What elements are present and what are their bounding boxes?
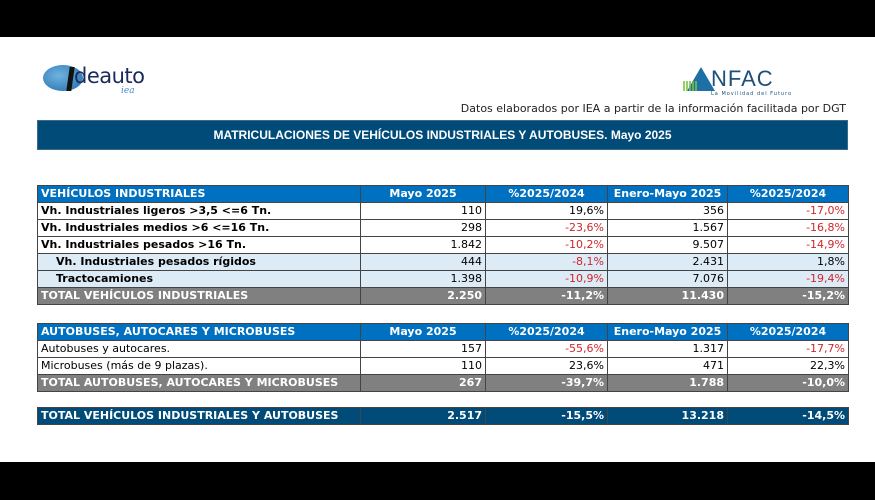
buses-table: AUTOBUSES, AUTOCARES Y MICROBUSES Mayo 2… <box>37 323 849 392</box>
total-month-value: 2.250 <box>360 287 486 305</box>
report-page: deauto iea NFAC La Movilidad del Futuro … <box>0 37 875 462</box>
ideauto-globe-icon <box>43 65 83 91</box>
row-label: Autobuses y autocares. <box>37 340 361 358</box>
ytd-pct: 1,8% <box>727 253 849 271</box>
col-header-ytd-pct: %2025/2024 <box>727 185 849 203</box>
month-value: 444 <box>360 253 486 271</box>
total-ytd-pct: -10,0% <box>727 374 849 392</box>
row-label: Vh. Industriales ligeros >3,5 <=6 Tn. <box>37 202 361 220</box>
month-pct: 23,6% <box>485 357 608 375</box>
table-header-row: AUTOBUSES, AUTOCARES Y MICROBUSES Mayo 2… <box>37 323 849 341</box>
ytd-value: 471 <box>607 357 728 375</box>
table-row: Autobuses y autocares. 157 -55,6% 1.317 … <box>37 340 849 358</box>
source-note: Datos elaborados por IEA a partir de la … <box>460 102 846 115</box>
ytd-pct: -16,8% <box>727 219 849 237</box>
table-row-sub: Tractocamiones 1.398 -10,9% 7.076 -19,4% <box>37 270 849 288</box>
ytd-value: 1.567 <box>607 219 728 237</box>
table-row: Vh. Industriales medios >6 <=16 Tn. 298 … <box>37 219 849 237</box>
month-value: 157 <box>360 340 486 358</box>
col-header-ytd: Enero-Mayo 2025 <box>607 323 728 341</box>
total-month-pct: -39,7% <box>485 374 608 392</box>
col-header-month: Mayo 2025 <box>360 323 486 341</box>
col-header-month: Mayo 2025 <box>360 185 486 203</box>
col-header-month-pct: %2025/2024 <box>485 323 608 341</box>
month-value: 1.398 <box>360 270 486 288</box>
anfac-tagline: La Movilidad del Futuro <box>711 91 793 97</box>
month-pct: -10,2% <box>485 236 608 254</box>
month-value: 298 <box>360 219 486 237</box>
ytd-pct: -17,7% <box>727 340 849 358</box>
ytd-value: 9.507 <box>607 236 728 254</box>
ideauto-sub: iea <box>121 86 135 96</box>
col-header-ytd: Enero-Mayo 2025 <box>607 185 728 203</box>
total-ytd-value: 1.788 <box>607 374 728 392</box>
ytd-pct: -14,9% <box>727 236 849 254</box>
ideauto-logo: deauto iea <box>43 63 173 97</box>
ytd-pct: -17,0% <box>727 202 849 220</box>
total-row: TOTAL VEHÍCULOS INDUSTRIALES 2.250 -11,2… <box>37 287 849 305</box>
total-label: TOTAL AUTOBUSES, AUTOCARES Y MICROBUSES <box>37 374 361 392</box>
table-header-row: VEHÍCULOS INDUSTRIALES Mayo 2025 %2025/2… <box>37 185 849 203</box>
ytd-value: 7.076 <box>607 270 728 288</box>
total-month-pct: -11,2% <box>485 287 608 305</box>
grand-total-month-value: 2.517 <box>360 407 486 425</box>
industrial-vehicles-table: VEHÍCULOS INDUSTRIALES Mayo 2025 %2025/2… <box>37 185 849 305</box>
anfac-dots-icon <box>683 81 697 91</box>
row-label: Microbuses (más de 9 plazas). <box>37 357 361 375</box>
ytd-pct: 22,3% <box>727 357 849 375</box>
table-row: Microbuses (más de 9 plazas). 110 23,6% … <box>37 357 849 375</box>
grand-total-table: TOTAL VEHÍCULOS INDUSTRIALES Y AUTOBUSES… <box>37 407 849 425</box>
total-ytd-value: 11.430 <box>607 287 728 305</box>
month-pct: -10,9% <box>485 270 608 288</box>
row-label: Vh. Industriales medios >6 <=16 Tn. <box>37 219 361 237</box>
month-pct: 19,6% <box>485 202 608 220</box>
month-value: 1.842 <box>360 236 486 254</box>
anfac-logo: NFAC La Movilidad del Futuro <box>683 65 813 99</box>
total-ytd-pct: -15,2% <box>727 287 849 305</box>
grand-total-ytd-value: 13.218 <box>607 407 728 425</box>
month-pct: -23,6% <box>485 219 608 237</box>
total-month-value: 267 <box>360 374 486 392</box>
grand-total-ytd-pct: -14,5% <box>727 407 849 425</box>
month-pct: -8,1% <box>485 253 608 271</box>
table-row: Vh. Industriales pesados >16 Tn. 1.842 -… <box>37 236 849 254</box>
section-heading: AUTOBUSES, AUTOCARES Y MICROBUSES <box>37 323 361 341</box>
section-heading: VEHÍCULOS INDUSTRIALES <box>37 185 361 203</box>
row-label: Vh. Industriales pesados >16 Tn. <box>37 236 361 254</box>
ytd-value: 1.317 <box>607 340 728 358</box>
ytd-value: 2.431 <box>607 253 728 271</box>
ytd-pct: -19,4% <box>727 270 849 288</box>
month-pct: -55,6% <box>485 340 608 358</box>
report-title: MATRICULACIONES DE VEHÍCULOS INDUSTRIALE… <box>37 120 848 150</box>
row-label: Tractocamiones <box>37 270 361 288</box>
month-value: 110 <box>360 357 486 375</box>
grand-total-month-pct: -15,5% <box>485 407 608 425</box>
grand-total-label: TOTAL VEHÍCULOS INDUSTRIALES Y AUTOBUSES <box>37 407 361 425</box>
table-row: Vh. Industriales ligeros >3,5 <=6 Tn. 11… <box>37 202 849 220</box>
anfac-wordmark: NFAC <box>711 66 774 91</box>
col-header-ytd-pct: %2025/2024 <box>727 323 849 341</box>
table-row-sub: Vh. Industriales pesados rígidos 444 -8,… <box>37 253 849 271</box>
ideauto-wordmark: deauto <box>74 64 145 88</box>
total-row: TOTAL AUTOBUSES, AUTOCARES Y MICROBUSES … <box>37 374 849 392</box>
total-label: TOTAL VEHÍCULOS INDUSTRIALES <box>37 287 361 305</box>
month-value: 110 <box>360 202 486 220</box>
grand-total-row: TOTAL VEHÍCULOS INDUSTRIALES Y AUTOBUSES… <box>37 407 849 425</box>
ytd-value: 356 <box>607 202 728 220</box>
col-header-month-pct: %2025/2024 <box>485 185 608 203</box>
row-label: Vh. Industriales pesados rígidos <box>37 253 361 271</box>
